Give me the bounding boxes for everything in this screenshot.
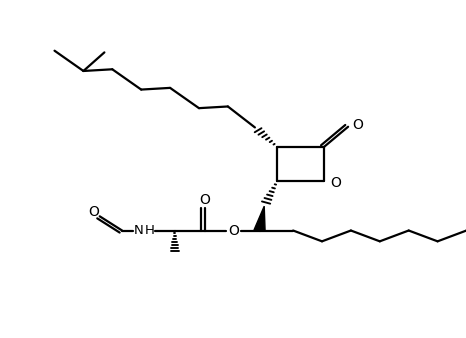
Text: O: O — [89, 205, 100, 219]
Text: O: O — [228, 223, 240, 238]
Text: N: N — [134, 224, 144, 237]
Text: O: O — [199, 193, 211, 207]
Text: H: H — [145, 224, 155, 237]
Text: O: O — [330, 175, 341, 190]
Text: O: O — [352, 118, 363, 132]
Polygon shape — [254, 206, 265, 231]
